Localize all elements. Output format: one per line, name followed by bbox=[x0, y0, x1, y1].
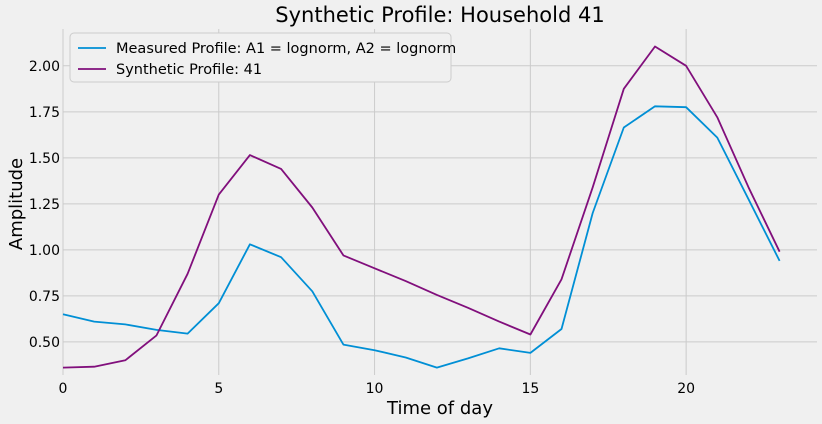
x-axis-ticks: 0 5 10 15 20 bbox=[59, 381, 696, 397]
y-tick-label: 2.00 bbox=[29, 59, 60, 75]
y-tick-label: 0.75 bbox=[29, 289, 60, 305]
x-tick-label: 20 bbox=[677, 381, 695, 397]
y-tick-label: 0.50 bbox=[29, 335, 60, 351]
y-axis-ticks: 0.50 0.75 1.00 1.25 1.50 1.75 2.00 bbox=[29, 59, 60, 351]
series-layer bbox=[62, 45, 781, 369]
y-tick-label: 1.25 bbox=[29, 197, 60, 213]
legend-box bbox=[69, 32, 452, 83]
legend-label-synthetic: Synthetic Profile: 41 bbox=[116, 62, 262, 78]
x-axis-label: Time of day bbox=[386, 398, 493, 419]
legend: Measured Profile: A1 = lognorm, A2 = log… bbox=[69, 32, 456, 83]
y-tick-label: 1.00 bbox=[29, 243, 60, 259]
y-tick-label: 1.75 bbox=[29, 105, 60, 121]
x-tick-label: 5 bbox=[214, 381, 223, 397]
y-axis-label: Amplitude bbox=[6, 158, 27, 250]
y-tick-label: 1.50 bbox=[29, 151, 60, 167]
legend-label-measured: Measured Profile: A1 = lognorm, A2 = log… bbox=[116, 41, 456, 57]
series-line-synthetic bbox=[62, 45, 781, 369]
chart-title: Synthetic Profile: Household 41 bbox=[275, 3, 604, 27]
x-tick-label: 0 bbox=[59, 381, 68, 397]
x-tick-label: 10 bbox=[366, 381, 384, 397]
x-tick-label: 15 bbox=[521, 381, 539, 397]
series-line-measured bbox=[62, 105, 781, 369]
